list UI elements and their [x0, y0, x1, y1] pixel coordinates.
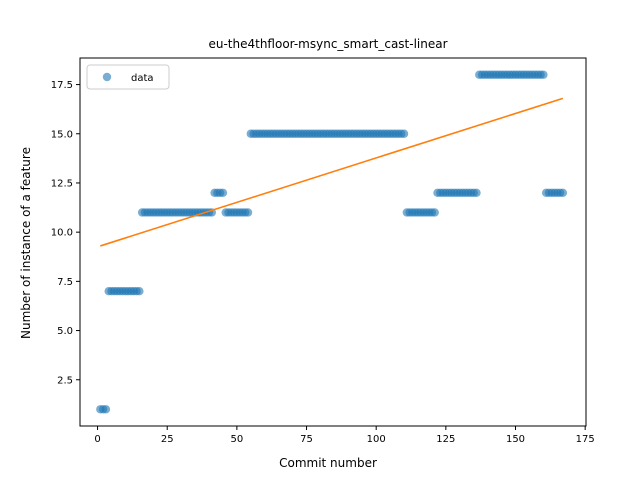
data-point: [472, 188, 481, 197]
x-tick-label: 50: [231, 434, 244, 445]
plot-area: 0 25 50 75 100 125 150 175 2.5 5.0 7.5 10.0 12.5 15.0…: [51, 57, 595, 445]
y-tick-label: 12.5: [51, 178, 73, 189]
legend-label: data: [131, 73, 154, 84]
y-tick-label: 10.0: [51, 228, 73, 239]
x-tick-label: 25: [161, 434, 174, 445]
y-tick-label: 2.5: [57, 375, 73, 386]
y-axis-label: Number of instance of a feature: [19, 147, 33, 339]
data-point: [558, 188, 568, 197]
x-axis-label: Commit number: [279, 456, 377, 470]
data-point: [430, 208, 439, 217]
data-point: [101, 405, 111, 414]
data-point: [218, 188, 228, 197]
y-tick-label: 7.5: [57, 277, 73, 288]
data-point: [399, 129, 409, 138]
x-tick-label: 0: [94, 434, 100, 445]
y-tick-label: 15.0: [51, 129, 73, 140]
data-point: [243, 208, 253, 217]
legend-box: [86, 64, 170, 90]
legend-marker: [102, 72, 112, 82]
data-point: [135, 287, 144, 296]
y-tick-label: 17.5: [51, 80, 73, 91]
x-tick-label: 125: [436, 434, 455, 445]
axes-frame: [79, 57, 587, 427]
x-tick-label: 150: [506, 434, 525, 445]
fit-line: [100, 97, 564, 247]
x-tick-label: 175: [576, 434, 595, 445]
x-tick-label: 75: [300, 434, 313, 445]
data-point: [539, 70, 548, 79]
chart-title: eu-the4thfloor-msync_smart_cast-linear: [208, 37, 447, 51]
x-tick-label: 100: [367, 434, 386, 445]
y-tick-label: 5.0: [57, 326, 73, 337]
